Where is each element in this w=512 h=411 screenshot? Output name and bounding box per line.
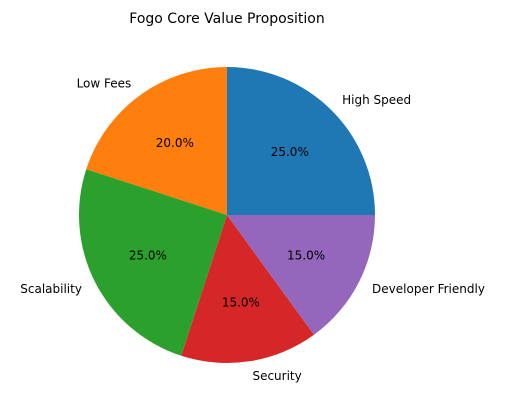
pie-labels: High Speed 25.0% Low Fees 20.0% Scalability 2… <box>20 76 485 383</box>
pie-slice-high-speed <box>227 67 375 215</box>
percent-label-developer-friendly: 15.0% <box>287 248 325 262</box>
slice-label-developer-friendly: Developer Friendly <box>372 282 485 296</box>
percent-label-low-fees: 20.0% <box>156 136 194 150</box>
pie-slice-low-fees <box>86 67 227 215</box>
percent-label-high-speed: 25.0% <box>271 145 309 159</box>
pie-slice-security <box>181 215 314 364</box>
chart-title: Fogo Core Value Proposition <box>129 11 324 27</box>
percent-label-scalability: 25.0% <box>129 248 167 262</box>
slice-label-low-fees: Low Fees <box>77 76 132 90</box>
percent-label-security: 15.0% <box>222 296 260 310</box>
pie-slices <box>78 67 375 364</box>
pie-slice-developer-friendly <box>227 215 375 335</box>
slice-label-security: Security <box>252 369 301 383</box>
slice-label-high-speed: High Speed <box>342 93 411 107</box>
pie-slice-scalability <box>78 169 227 356</box>
slice-label-scalability: Scalability <box>20 282 82 296</box>
